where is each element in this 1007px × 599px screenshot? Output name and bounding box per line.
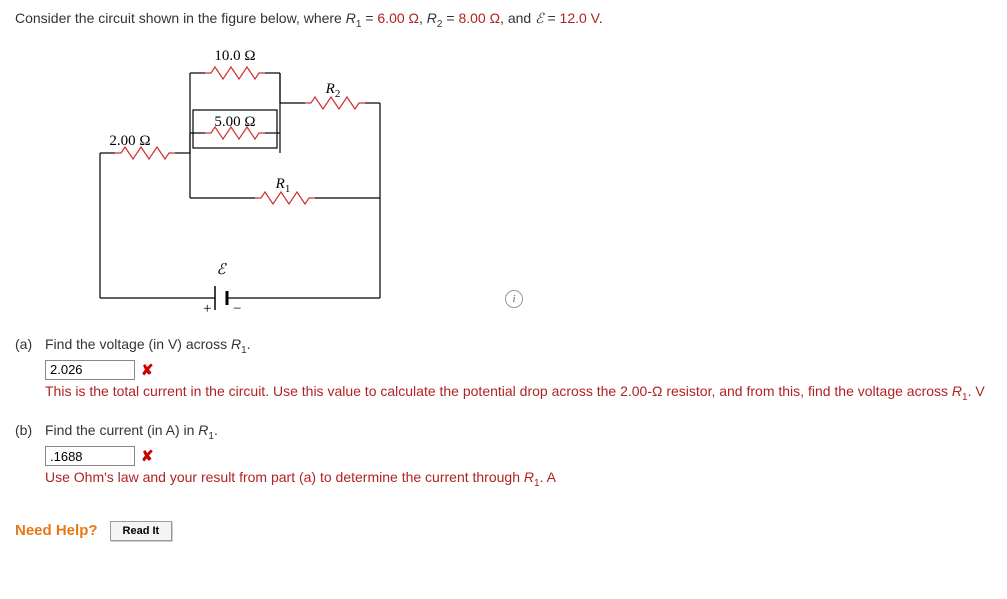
r1-symbol: R xyxy=(346,10,356,26)
wrong-icon: ✘ xyxy=(141,361,154,379)
part-b-label: (b) xyxy=(15,422,45,438)
stem-prefix: Consider the circuit shown in the figure… xyxy=(15,10,346,26)
eq1: = xyxy=(365,10,377,26)
part-a-feedback: This is the total current in the circuit… xyxy=(45,382,992,405)
part-a-fb-post: . V xyxy=(968,383,985,399)
part-b-fb-pre: Use Ohm's law and your result from part … xyxy=(45,469,524,485)
battery-plus: + xyxy=(203,301,211,317)
part-b-prompt: Find the current (in A) in R1. xyxy=(45,422,992,442)
label-10ohm: 10.0 Ω xyxy=(214,48,255,64)
part-b: (b) Find the current (in A) in R1. ✘ Use… xyxy=(15,422,992,491)
need-help-row: Need Help? Read It xyxy=(15,521,992,541)
part-a-answer-input[interactable] xyxy=(45,360,135,380)
comma1: , xyxy=(419,10,427,26)
part-a-prompt-pre: Find the voltage (in V) across xyxy=(45,336,231,352)
emf-symbol: ℰ xyxy=(535,10,543,26)
r2-value: 8.00 Ω xyxy=(458,10,500,26)
wrong-icon: ✘ xyxy=(141,447,154,465)
label-r2: R2 xyxy=(325,81,341,100)
part-a-fb-sym: R xyxy=(952,383,962,399)
part-a-fb-pre: This is the total current in the circuit… xyxy=(45,383,952,399)
eq3: = xyxy=(547,10,559,26)
emf-value: 12.0 V xyxy=(560,10,599,26)
label-2ohm: 2.00 Ω xyxy=(109,133,150,149)
part-a-prompt: Find the voltage (in V) across R1. xyxy=(45,336,992,356)
part-b-answer-input[interactable] xyxy=(45,446,135,466)
part-b-prompt-sym: R xyxy=(198,422,208,438)
circuit-figure: 10.0 Ω 5.00 Ω 2.00 Ω R2 R1 ℰ + − i xyxy=(75,38,475,318)
label-5ohm: 5.00 Ω xyxy=(214,114,255,130)
part-b-prompt-pre: Find the current (in A) in xyxy=(45,422,198,438)
question-stem: Consider the circuit shown in the figure… xyxy=(15,10,992,30)
part-a-label: (a) xyxy=(15,336,45,352)
r2-symbol: R xyxy=(427,10,437,26)
battery-minus: − xyxy=(233,301,241,317)
part-b-fb-post: . A xyxy=(540,469,556,485)
r1-value: 6.00 Ω xyxy=(377,10,419,26)
part-a-prompt-post: . xyxy=(247,336,251,352)
read-it-button[interactable]: Read It xyxy=(110,521,173,541)
label-emf: ℰ xyxy=(216,262,227,278)
r1-subscript: 1 xyxy=(356,19,362,30)
need-help-label: Need Help? xyxy=(15,522,98,539)
part-a: (a) Find the voltage (in V) across R1. ✘… xyxy=(15,336,992,405)
eq2: = xyxy=(446,10,458,26)
r2-subscript: 2 xyxy=(437,19,443,30)
comma2: , and xyxy=(500,10,535,26)
part-b-prompt-post: . xyxy=(214,422,218,438)
label-r1: R1 xyxy=(275,176,291,195)
part-b-feedback: Use Ohm's law and your result from part … xyxy=(45,468,992,491)
part-a-prompt-sym: R xyxy=(231,336,241,352)
part-b-fb-sym: R xyxy=(524,469,534,485)
period: . xyxy=(599,10,603,26)
info-icon[interactable]: i xyxy=(505,290,523,308)
